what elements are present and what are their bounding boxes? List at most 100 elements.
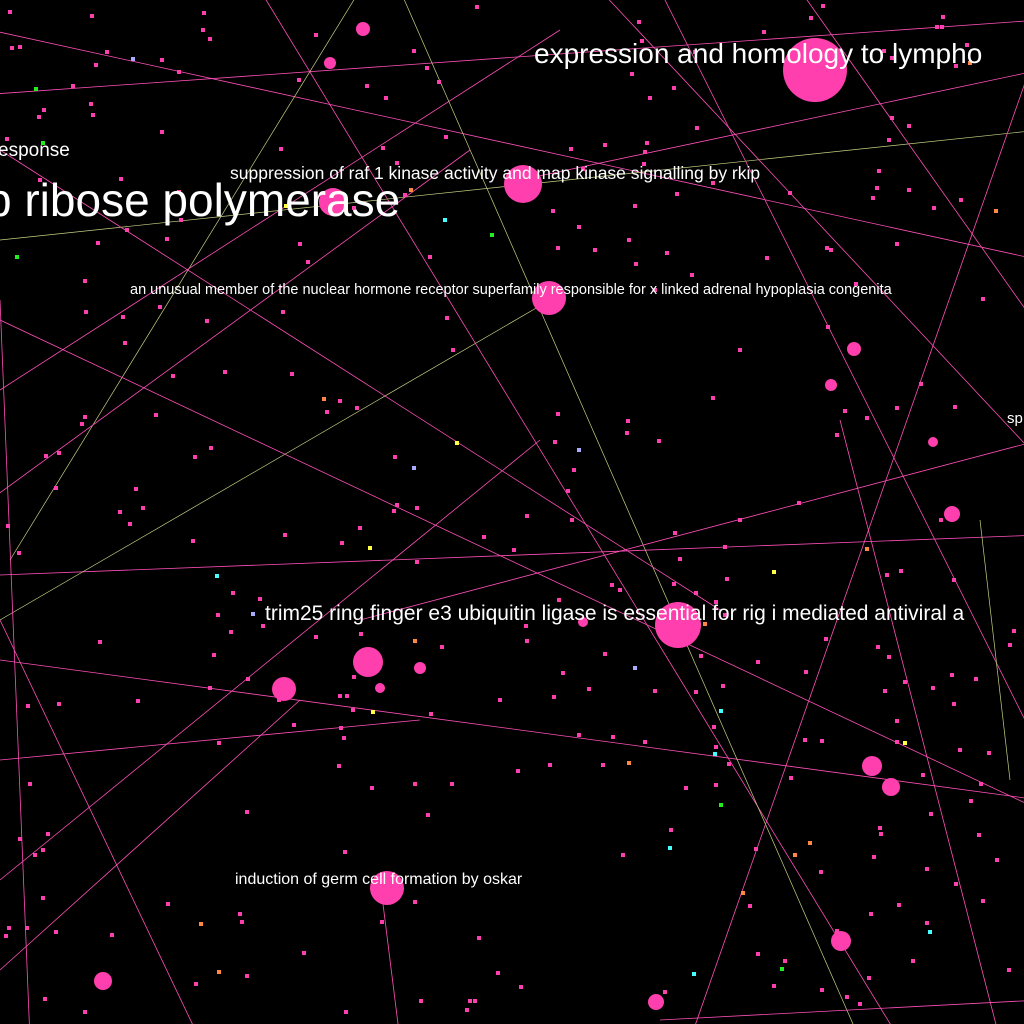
node (713, 752, 717, 756)
node (279, 147, 283, 151)
node (657, 439, 661, 443)
node (738, 518, 742, 522)
node (711, 181, 715, 185)
node (548, 763, 552, 767)
node (847, 342, 861, 356)
node (319, 188, 347, 216)
node (572, 468, 576, 472)
node (694, 591, 698, 595)
node (648, 994, 664, 1010)
node (981, 899, 985, 903)
node (642, 162, 646, 166)
node (121, 315, 125, 319)
node (356, 22, 370, 36)
node (272, 677, 296, 701)
node (858, 1002, 862, 1006)
node (601, 763, 605, 767)
node (875, 186, 879, 190)
node (820, 739, 824, 743)
node (342, 736, 346, 740)
node (952, 578, 956, 582)
node (136, 699, 140, 703)
node (496, 971, 500, 975)
node (969, 799, 973, 803)
node (703, 622, 707, 626)
node (94, 63, 98, 67)
node (428, 255, 432, 259)
node (819, 870, 823, 874)
node (829, 248, 833, 252)
node (325, 410, 329, 414)
edge (359, 443, 1024, 621)
node (415, 560, 419, 564)
node (788, 191, 792, 195)
node (89, 102, 93, 106)
node (125, 228, 129, 232)
node (450, 782, 454, 786)
node (96, 241, 100, 245)
node (954, 64, 958, 68)
node (465, 1008, 469, 1012)
node (179, 218, 183, 222)
node (672, 86, 676, 90)
node (577, 733, 581, 737)
node (882, 778, 900, 796)
node (26, 704, 30, 708)
node (216, 613, 220, 617)
edge (0, 699, 301, 971)
node (415, 506, 419, 510)
node (292, 723, 296, 727)
node (482, 535, 486, 539)
node (714, 783, 718, 787)
node-layer-large (94, 22, 960, 1010)
node (940, 25, 944, 29)
node (627, 761, 631, 765)
node (358, 526, 362, 530)
node (643, 740, 647, 744)
node (403, 193, 407, 197)
node (899, 569, 903, 573)
node (110, 933, 114, 937)
label-layer: esponse p ribose polymerase expression a… (0, 38, 1023, 888)
node (215, 574, 219, 578)
node (392, 509, 396, 513)
node (695, 126, 699, 130)
node (205, 319, 209, 323)
node (954, 882, 958, 886)
node (7, 926, 11, 930)
node (371, 710, 375, 714)
node (298, 242, 302, 246)
node (490, 233, 494, 237)
node (532, 281, 566, 315)
node-label-nuclear: an unusual member of the nuclear hormone… (130, 282, 893, 298)
node (907, 124, 911, 128)
node (498, 698, 502, 702)
edge (519, 72, 1024, 181)
node (577, 225, 581, 229)
node (711, 396, 715, 400)
edge (9, 0, 355, 561)
node (879, 832, 883, 836)
node (826, 325, 830, 329)
node (525, 514, 529, 518)
node (393, 455, 397, 459)
node (118, 510, 122, 514)
node (41, 896, 45, 900)
node (885, 573, 889, 577)
node (17, 551, 21, 555)
node (412, 466, 416, 470)
edge (839, 419, 997, 1024)
node (368, 546, 372, 550)
node (797, 501, 801, 505)
node (83, 415, 87, 419)
node (477, 936, 481, 940)
node (820, 988, 824, 992)
node (877, 169, 881, 173)
node (141, 506, 145, 510)
node (281, 310, 285, 314)
node (352, 206, 356, 210)
node (302, 951, 306, 955)
edge (0, 659, 1024, 799)
node-label-sp: sp (1007, 410, 1023, 427)
